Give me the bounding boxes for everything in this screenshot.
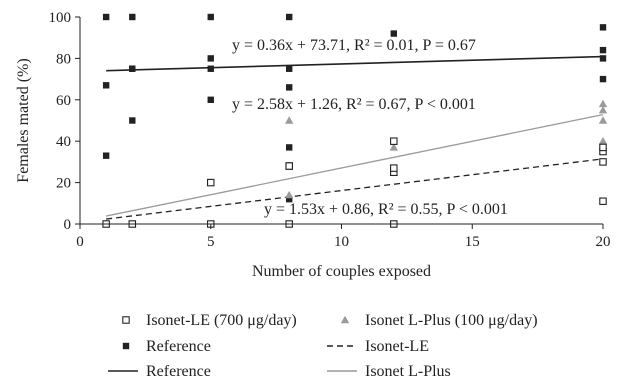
y-tick-label: 20: [56, 176, 71, 192]
x-tick-label: 5: [207, 234, 215, 250]
x-axis-ticks: 0 5 10 15 20: [76, 224, 611, 250]
legend-item: Isonet L-Plus: [327, 363, 451, 380]
x-tick-label: 0: [76, 234, 84, 250]
isonet-lplus-point: [598, 99, 608, 108]
y-tick-label: 100: [49, 10, 72, 26]
isonet-le-point: [285, 162, 293, 170]
y-tick-label: 80: [56, 51, 71, 67]
reference-point: [286, 144, 293, 151]
reference-point: [207, 65, 214, 72]
isonet-lplus-point: [598, 105, 608, 114]
reference-point: [102, 82, 110, 89]
legend-label: Reference: [146, 363, 211, 380]
isonet-le-point: [207, 178, 215, 187]
y-tick-label: 40: [56, 134, 71, 150]
reference-trendline: [106, 55, 604, 72]
reference-point: [129, 65, 136, 72]
plot-area: y = 1.53x + 0.86, R² = 0.55, P < 0.001 y …: [101, 13, 608, 228]
isonet-le-point: [599, 143, 607, 152]
y-tick-label: 0: [64, 217, 72, 233]
legend-label: Reference: [146, 338, 211, 355]
isonet-le-point: [390, 137, 398, 145]
reference-point: [286, 195, 293, 203]
legend-label: Isonet-LE (700 μg/day): [146, 312, 297, 329]
y-axis-label: Females mated (%): [15, 58, 32, 182]
isonet-lplus-point: [285, 190, 294, 199]
reference-point: [102, 152, 110, 159]
isonet-lplus-point: [598, 137, 608, 145]
legend-label: Isonet-LE: [365, 338, 429, 355]
isonet-lplus-trendline: [106, 113, 604, 217]
reference-point: [286, 13, 293, 21]
legend-label: Isonet L-Plus: [365, 363, 451, 380]
legend-item: Reference: [108, 363, 211, 380]
isonet-le-trendline: [106, 158, 604, 220]
isonet-le-point: [390, 164, 398, 172]
legend-swatch: [122, 316, 130, 324]
legend-item: Isonet L-Plus (100 μg/day): [340, 312, 538, 329]
reference-point: [599, 46, 607, 54]
legend-item: Reference: [122, 338, 211, 355]
reference-point: [207, 55, 214, 62]
x-tick-label: 15: [465, 234, 480, 250]
legend-item: Isonet-LE (700 μg/day): [122, 312, 297, 329]
legend-swatch: [122, 342, 130, 350]
legend-label: Isonet L-Plus (100 μg/day): [365, 312, 538, 329]
x-tick-label: 10: [334, 234, 349, 250]
isonet-lplus-point: [285, 116, 294, 124]
legend: Isonet-LE (700 μg/day) Isonet L-Plus (100…: [108, 312, 538, 380]
reference-point: [286, 65, 293, 72]
y-tick-label: 60: [56, 93, 71, 109]
axes: 0 5 10 15 20 0 20 40 60 80 100 Number of couples …: [15, 10, 611, 280]
x-axis-label: Number of couples exposed: [252, 263, 431, 280]
reference-point: [286, 84, 293, 91]
reference-point: [207, 96, 214, 103]
reference-point: [207, 13, 214, 21]
y-axis-ticks: 0 20 40 60 80 100: [49, 10, 80, 233]
legend-swatch: [340, 315, 350, 324]
reference-point: [390, 30, 397, 37]
isonet-lplus-point: [389, 143, 398, 151]
x-tick-label: 20: [596, 234, 611, 250]
legend-item: Isonet-LE: [327, 338, 429, 355]
isonet-lplus-point: [598, 116, 608, 124]
isonet-le-point: [599, 197, 607, 205]
reference-point: [599, 75, 607, 83]
reference-point: [599, 24, 607, 31]
isonet-lplus-equation: y = 2.58x + 1.26, R² = 0.67, P < 0.001: [232, 96, 476, 113]
isonet-le-point: [599, 158, 607, 166]
isonet-le-equation: y = 1.53x + 0.86, R² = 0.55, P < 0.001: [264, 201, 508, 218]
reference-point: [129, 13, 136, 21]
reference-point: [102, 13, 110, 21]
reference-equation: y = 0.36x + 73.71, R² = 0.01, P = 0.67: [232, 37, 476, 54]
reference-point: [129, 117, 136, 124]
reference-point: [599, 55, 607, 62]
